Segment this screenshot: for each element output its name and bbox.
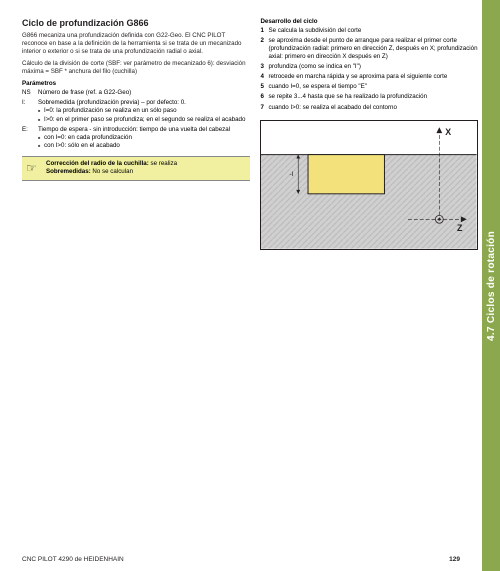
diagram-label-z: Z (457, 223, 463, 233)
step-text: cuando I>0: se realiza el acabado del co… (268, 104, 478, 112)
step-num: 2 (260, 37, 268, 61)
step-text: se aproxima desde el punto de arranque p… (268, 37, 478, 61)
diagram: -I X Z (260, 120, 478, 250)
param-label: I: (22, 99, 38, 123)
note-box: ☞ Corrección del radio de la cuchilla: s… (22, 156, 250, 181)
param-desc-text: Tiempo de espera - sin introducción: tie… (38, 126, 230, 133)
side-tab-text: 4.7 Ciclos de rotación (486, 231, 497, 341)
step-num: 1 (260, 27, 268, 35)
param-bullet: I>0: en el primer paso se profundiza; en… (38, 116, 250, 124)
note-line1: Corrección del radio de la cuchilla: se … (46, 160, 246, 169)
param-bullet: I=0: la profundización se realiza en un … (38, 107, 250, 115)
step-row: 2se aproxima desde el punto de arranque … (260, 37, 478, 61)
param-label: E: (22, 126, 38, 150)
param-desc: Tiempo de espera - sin introducción: tie… (38, 126, 250, 150)
step-num: 3 (260, 63, 268, 71)
param-label: NS (22, 89, 38, 97)
step-row: 4retrocede en marcha rápida y se aproxim… (260, 73, 478, 81)
step-row: 7cuando I>0: se realiza el acabado del c… (260, 104, 478, 112)
step-num: 4 (260, 73, 268, 81)
step-row: 6se repite 3...4 hasta que se ha realiza… (260, 93, 478, 101)
step-text: cuando I=0, se espera el tiempo "E" (268, 83, 478, 91)
param-desc: Sobremedida (profundización previa) – po… (38, 99, 250, 123)
hand-point-icon: ☞ (26, 160, 37, 177)
note-rest1: se realiza (149, 160, 177, 167)
diagram-svg: -I X Z (261, 121, 477, 249)
section-title: Ciclo de profundización G866 (22, 18, 250, 28)
step-num: 7 (260, 104, 268, 112)
param-row: I: Sobremedida (profundización previa) –… (22, 99, 250, 123)
page-footer: CNC PILOT 4290 de HEIDENHAIN 129 (22, 556, 460, 563)
diagram-label-x: X (446, 127, 452, 137)
param-bullet: con I>0: sólo en el acabado (38, 142, 250, 150)
step-num: 6 (260, 93, 268, 101)
step-row: 1Se calcula la subdivisión del corte (260, 27, 478, 35)
footer-page-number: 129 (449, 556, 460, 563)
step-text: se repite 3...4 hasta que se ha realizad… (268, 93, 478, 101)
page-content: Ciclo de profundización G866 G866 mecani… (0, 0, 500, 258)
step-num: 5 (260, 83, 268, 91)
note-strong1: Corrección del radio de la cuchilla: (46, 160, 149, 167)
footer-left: CNC PILOT 4290 de HEIDENHAIN (22, 556, 124, 563)
param-desc: Número de frase (ref. a G22-Geo) (38, 89, 250, 97)
right-column: Desarrollo del ciclo 1Se calcula la subd… (260, 18, 478, 250)
calc-text: Cálculo de la división de corte (SBF: ve… (22, 60, 250, 76)
dev-head: Desarrollo del ciclo (260, 18, 478, 25)
note-line2: Sobremedidas: No se calculan (46, 168, 246, 177)
step-row: 3profundiza (como se indica en "I") (260, 63, 478, 71)
side-tab: 4.7 Ciclos de rotación (482, 0, 500, 571)
note-strong2: Sobremedidas: (46, 168, 91, 175)
step-row: 5cuando I=0, se espera el tiempo "E" (260, 83, 478, 91)
diagram-label-i: -I (290, 171, 294, 178)
step-text: retrocede en marcha rápida y se aproxima… (268, 73, 478, 81)
step-text: Se calcula la subdivisión del corte (268, 27, 478, 35)
step-text: profundiza (como se indica en "I") (268, 63, 478, 71)
param-desc-text: Sobremedida (profundización previa) – po… (38, 99, 186, 106)
param-row: E: Tiempo de espera - sin introducción: … (22, 126, 250, 150)
left-column: Ciclo de profundización G866 G866 mecani… (22, 18, 250, 250)
params-head: Parámetros (22, 80, 250, 87)
param-row: NS Número de frase (ref. a G22-Geo) (22, 89, 250, 97)
note-rest2: No se calculan (91, 168, 133, 175)
param-bullet: con I=0: en cada profundización (38, 134, 250, 142)
intro-text: G866 mecaniza una profundización definid… (22, 32, 250, 56)
